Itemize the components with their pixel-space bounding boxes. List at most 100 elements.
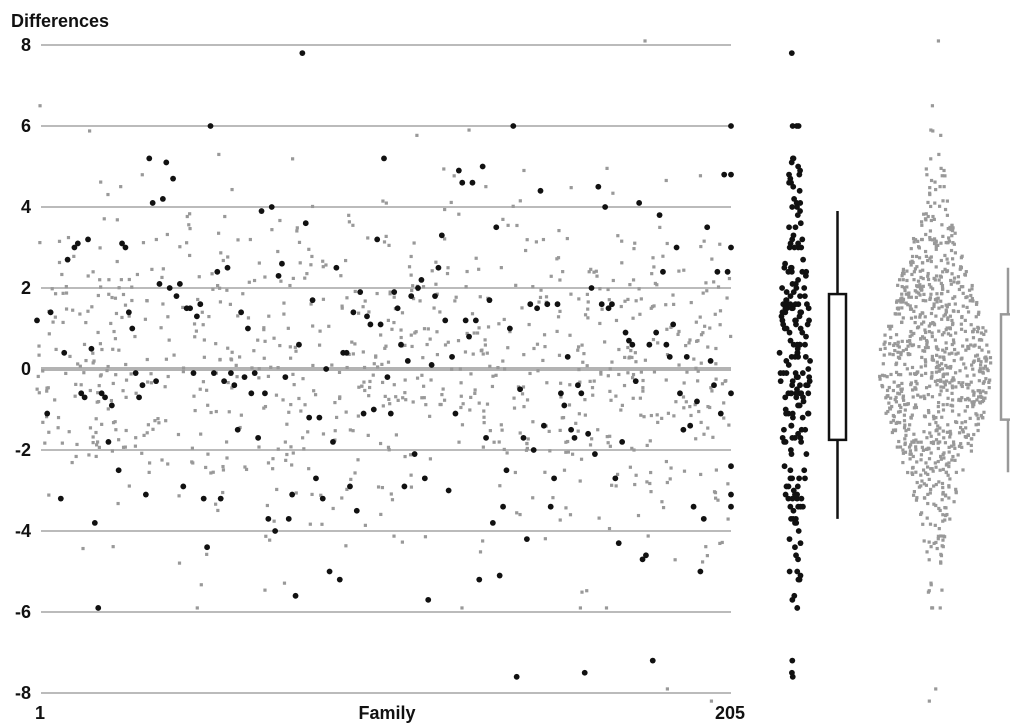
individual-column-point — [922, 292, 926, 297]
individual-column-point — [954, 352, 958, 356]
individual-column-point — [954, 385, 958, 389]
family-column-point — [783, 483, 790, 490]
individual-point — [47, 430, 51, 434]
family-column-point — [793, 390, 800, 397]
individual-column-point — [901, 297, 906, 301]
individual-point — [216, 508, 220, 513]
individual-point — [638, 312, 642, 316]
individual-column-point — [981, 389, 985, 393]
individual-point — [696, 379, 700, 383]
individual-point — [113, 420, 117, 424]
individual-column-point — [924, 386, 929, 390]
individual-point — [674, 400, 678, 404]
individual-point — [724, 379, 728, 383]
individual-column-point — [927, 558, 931, 562]
individual-column-point — [905, 339, 910, 343]
individual-column-point — [960, 445, 964, 449]
individual-column-point — [940, 498, 944, 502]
individual-column-point — [898, 445, 903, 449]
individual-point — [652, 265, 656, 269]
individual-point — [217, 152, 221, 157]
individual-column-point — [925, 465, 930, 469]
individual-column-point — [908, 339, 912, 343]
individual-point — [569, 292, 573, 296]
individual-column-point — [914, 295, 918, 300]
individual-column-point — [984, 391, 988, 395]
individual-column-point — [927, 477, 931, 481]
individual-point — [522, 353, 526, 357]
individual-point — [585, 364, 589, 368]
individual-column-point — [926, 393, 930, 397]
individual-point — [706, 404, 710, 409]
individual-point — [361, 350, 365, 354]
individual-point — [151, 427, 155, 431]
individual-column-point — [942, 185, 946, 189]
individual-column-point — [930, 606, 934, 610]
individual-point — [394, 433, 398, 437]
individual-point — [225, 456, 229, 460]
individual-point — [697, 409, 701, 414]
individual-point — [102, 217, 106, 221]
individual-point — [149, 381, 154, 385]
individual-column-point — [948, 225, 952, 230]
individual-point — [302, 447, 306, 451]
individual-point — [463, 350, 468, 354]
individual-point — [628, 283, 632, 287]
individual-column-point — [927, 324, 931, 328]
family-point — [523, 536, 530, 542]
individual-point — [633, 482, 637, 487]
individual-point — [214, 502, 218, 506]
individual-point — [598, 287, 602, 291]
individual-point — [119, 185, 123, 189]
individual-column-point — [908, 449, 913, 453]
individual-column-point — [931, 238, 935, 242]
individual-point — [166, 374, 170, 379]
individual-column-point — [941, 234, 945, 239]
individual-point — [669, 466, 673, 470]
individual-column-point — [977, 338, 982, 342]
individual-point — [484, 185, 488, 189]
individual-point — [677, 363, 681, 367]
family-column-point — [789, 382, 796, 389]
individual-point — [160, 275, 164, 280]
individual-column-point — [916, 393, 920, 397]
individual-point — [650, 272, 654, 276]
individual-column-point — [895, 299, 899, 303]
individual-column-point — [959, 357, 963, 361]
individual-point — [381, 199, 385, 203]
family-column-point — [793, 520, 800, 526]
individual-point — [595, 274, 599, 278]
family-point — [166, 285, 173, 291]
individual-column-point — [953, 302, 957, 306]
individual-point — [527, 322, 531, 327]
individual-point — [526, 437, 530, 441]
individual-point — [694, 320, 698, 324]
individual-column-point — [926, 345, 930, 350]
family-column-point — [791, 196, 798, 202]
individual-column-point — [934, 247, 938, 251]
individual-point — [340, 306, 344, 310]
individual-point — [106, 407, 110, 411]
individual-column-point — [964, 270, 968, 274]
individual-column-point — [914, 498, 919, 502]
family-point — [700, 515, 707, 522]
individual-point — [262, 356, 266, 360]
family-point — [214, 268, 221, 275]
individual-point — [478, 295, 482, 299]
family-column-point — [794, 341, 801, 348]
individual-point — [205, 388, 209, 392]
family-point — [364, 313, 370, 320]
individual-point — [94, 430, 98, 435]
individual-point — [344, 410, 348, 414]
individual-point — [720, 540, 724, 545]
family-point — [534, 305, 540, 312]
individual-point — [583, 398, 587, 402]
individual-column-point — [941, 485, 945, 490]
individual-point — [90, 305, 94, 309]
individual-point — [307, 247, 311, 251]
individual-point — [515, 223, 519, 228]
individual-point — [596, 428, 600, 432]
individual-point — [145, 299, 149, 303]
individual-column-point — [959, 266, 964, 270]
family-column-point — [798, 244, 805, 251]
